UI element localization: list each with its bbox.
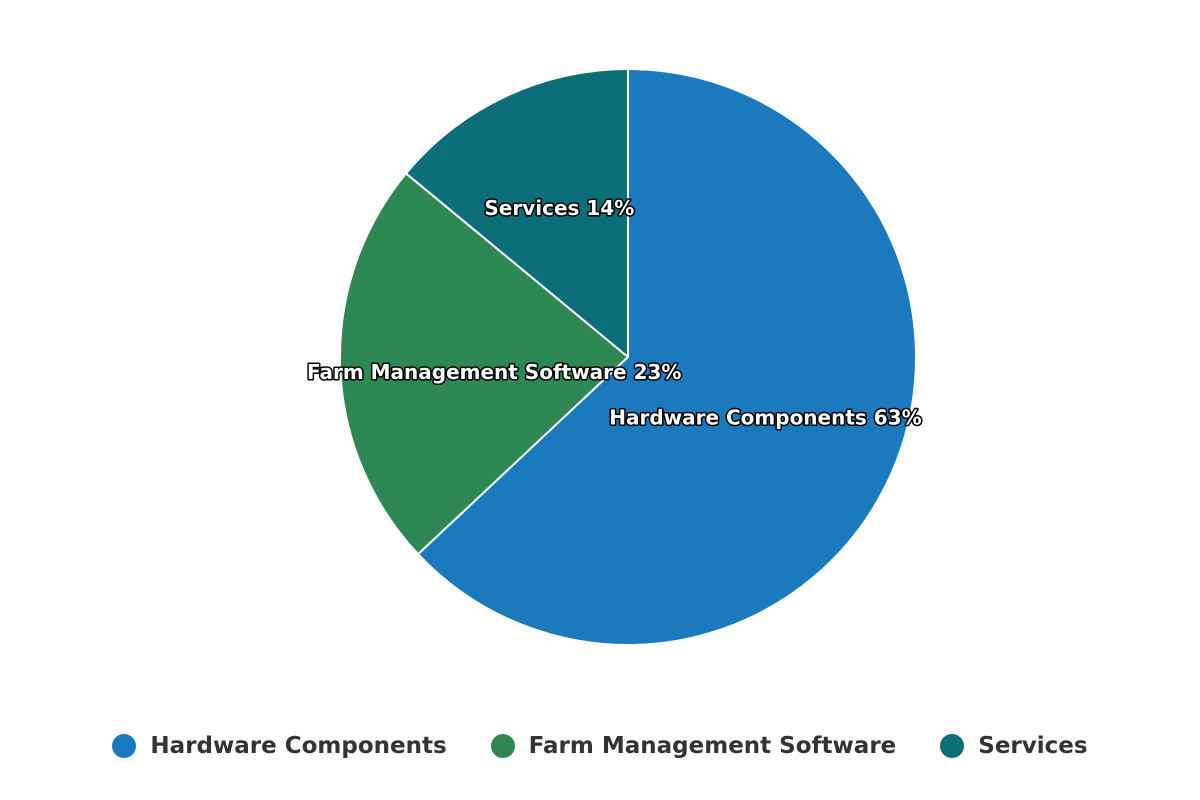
legend-label-hardware-components: Hardware Components [150,733,447,759]
data-label-farm-management-software: Farm Management Software 23% [307,360,681,384]
pie-slice-farm-management-software[interactable] [339,172,629,556]
legend-item-services[interactable]: Services [940,733,1088,759]
pie-slice-hardware-components[interactable] [417,68,917,646]
legend-item-farm-management-software[interactable]: Farm Management Software [490,733,897,759]
chart-legend: Hardware Components Farm Management Soft… [0,724,1200,768]
pie-data-labels: Hardware Components 63% Farm Management S… [305,195,923,431]
legend-label-services: Services [978,733,1088,759]
legend-swatch-hardware-components [112,734,137,758]
legend-swatch-services [940,734,965,758]
legend-label-farm-management-software: Farm Management Software [528,733,897,759]
data-label-services: Services 14% [484,196,634,220]
data-label-hardware-components: Hardware Components 63% [609,405,921,429]
legend-swatch-farm-management-software [490,734,515,758]
pie-slice-services[interactable] [405,68,629,358]
pie-slices [339,68,917,646]
legend-item-hardware-components[interactable]: Hardware Components [112,733,447,759]
